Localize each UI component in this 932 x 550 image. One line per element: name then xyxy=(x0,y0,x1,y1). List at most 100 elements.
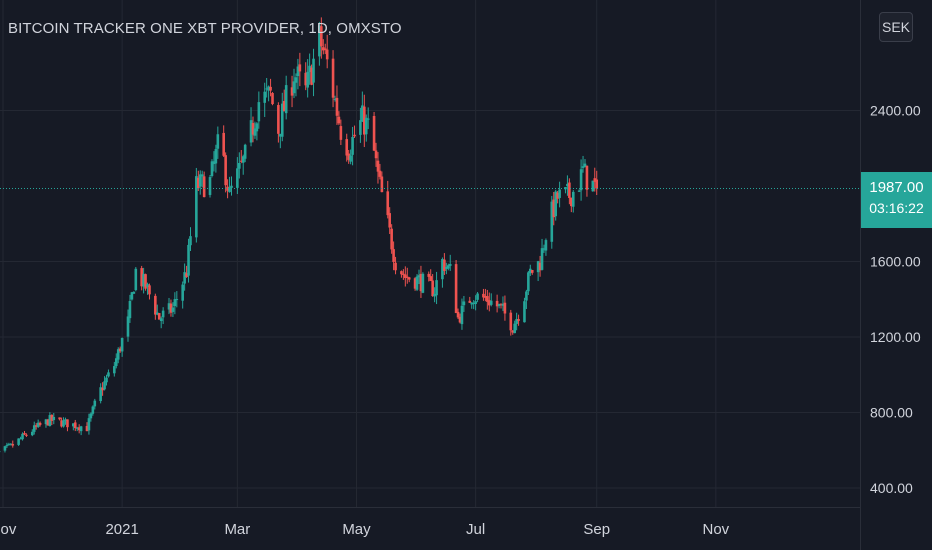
last-price-value: 1987.00 xyxy=(869,179,924,196)
candle-body xyxy=(503,302,507,314)
candle xyxy=(530,269,534,275)
candle-body xyxy=(146,283,149,287)
candle-body xyxy=(189,236,192,246)
candle-body xyxy=(495,300,499,307)
candle-body xyxy=(161,310,165,318)
candle-body xyxy=(443,259,446,271)
candle-body xyxy=(171,307,175,312)
candle-body xyxy=(32,425,36,432)
candle-body xyxy=(11,444,15,446)
candle xyxy=(484,288,487,302)
candle-body xyxy=(269,86,272,91)
candle xyxy=(23,430,26,436)
candle-body xyxy=(118,348,122,352)
y-tick-label: 400.00 xyxy=(870,480,913,496)
candle-body xyxy=(458,316,462,323)
candle-body xyxy=(181,284,184,301)
candle-body xyxy=(429,276,433,281)
candle xyxy=(292,68,296,99)
candle xyxy=(142,267,145,294)
price-axis[interactable]: 400.00 800.00 1200.00 1600.00 2400.00 xyxy=(870,103,921,497)
candle-body xyxy=(9,443,13,445)
candle-body xyxy=(73,422,77,429)
candle-body xyxy=(169,303,173,313)
candle-body xyxy=(89,413,93,419)
candle-body xyxy=(456,311,460,318)
candle-body xyxy=(337,116,341,124)
candle-body xyxy=(446,265,450,269)
candle xyxy=(46,418,50,426)
candle-body xyxy=(159,318,163,322)
candle xyxy=(277,102,280,143)
candle xyxy=(349,149,352,165)
candle-body xyxy=(364,117,368,135)
candle-body xyxy=(116,349,120,360)
candle-body xyxy=(419,273,423,292)
candles xyxy=(0,17,599,453)
candle xyxy=(583,159,587,168)
candle-body xyxy=(380,176,384,193)
candle xyxy=(419,265,423,298)
candle xyxy=(140,265,143,291)
candle-body xyxy=(486,296,489,302)
candle-body xyxy=(230,185,233,188)
candle-body xyxy=(489,300,493,305)
candle xyxy=(527,270,530,296)
candle-body xyxy=(298,64,302,72)
candle-body xyxy=(335,97,339,116)
candle-body xyxy=(517,319,520,321)
candle-body xyxy=(277,105,280,134)
currency-button[interactable]: SEK xyxy=(879,12,913,42)
candle xyxy=(17,438,20,446)
candle xyxy=(511,330,515,335)
candle-body xyxy=(363,106,366,135)
candle xyxy=(427,271,431,282)
candle xyxy=(89,412,93,422)
candle-body xyxy=(249,120,253,143)
candle xyxy=(540,238,544,271)
candle-body xyxy=(511,330,515,333)
candle xyxy=(429,269,433,282)
candle xyxy=(581,155,585,173)
candle xyxy=(120,337,124,357)
candle-body xyxy=(339,126,343,140)
candle xyxy=(269,78,272,97)
candle xyxy=(44,418,48,428)
candle-body xyxy=(581,166,585,168)
candle xyxy=(544,238,548,256)
candle xyxy=(154,293,157,320)
candle xyxy=(501,296,505,312)
candle xyxy=(529,264,532,277)
candle-body xyxy=(36,422,40,427)
candle xyxy=(236,157,239,194)
candle xyxy=(585,165,589,197)
candle-body xyxy=(284,85,288,114)
candle-body xyxy=(280,103,284,137)
candle-body xyxy=(239,160,243,162)
candle xyxy=(312,48,315,97)
candle xyxy=(564,186,567,194)
candle-body xyxy=(558,189,561,198)
candle xyxy=(32,421,36,435)
candle-body xyxy=(525,291,528,301)
candle xyxy=(79,425,83,436)
candle xyxy=(405,267,409,284)
candle-body xyxy=(509,312,513,331)
candle-body xyxy=(185,273,188,277)
candle-body xyxy=(312,58,315,83)
candle-body xyxy=(148,285,151,295)
candle xyxy=(77,424,81,434)
candle-body xyxy=(52,416,56,421)
candle xyxy=(487,292,491,312)
time-axis[interactable]: Nov 2021 Mar May Jul Sep Nov xyxy=(0,521,730,538)
candle xyxy=(482,288,485,301)
candle-body xyxy=(25,434,28,436)
candle xyxy=(230,176,233,196)
candle xyxy=(173,292,177,315)
candle xyxy=(181,281,184,309)
candle-body xyxy=(550,201,554,242)
candle xyxy=(11,440,15,448)
candle-body xyxy=(187,244,190,276)
